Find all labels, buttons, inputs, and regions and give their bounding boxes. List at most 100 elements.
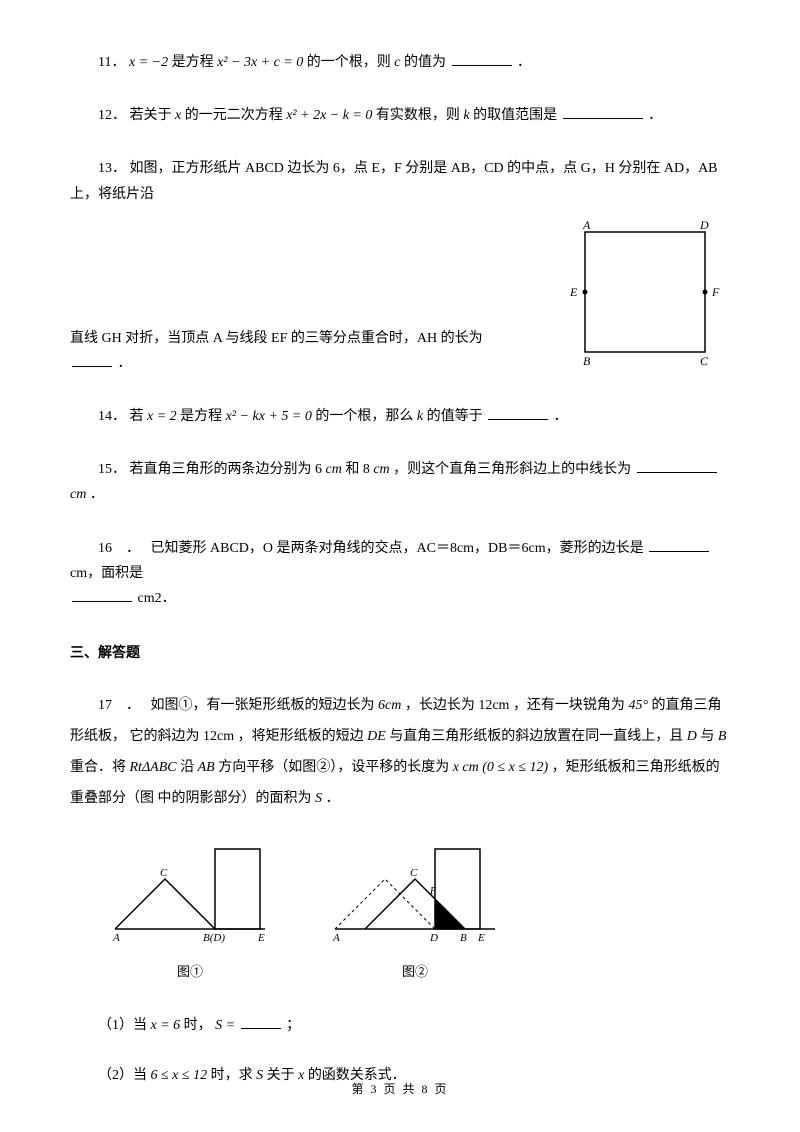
text: 与	[700, 729, 714, 744]
val-12cm: 12cm	[203, 729, 234, 744]
text: 有实数根，则	[376, 108, 460, 123]
q17-figures: A C B(D) E 图① A C F D B E 图②	[110, 844, 730, 983]
page-footer: 第 3 页 共 8 页	[0, 1080, 800, 1097]
label-E: E	[257, 932, 265, 944]
question-15: 15． 若直角三角形的两条边分别为 6 cm 和 8 cm ，则这个直角三角形斜…	[70, 457, 730, 507]
q12-var-x: x	[175, 108, 181, 123]
q-num: 14．	[98, 409, 126, 424]
text: 它的斜边为	[130, 729, 200, 744]
val-45deg: 45°	[628, 698, 648, 713]
q14-eq-left: x = 2	[147, 409, 177, 424]
question-17-1: （1）当 x = 6 时， S = ；	[70, 1013, 730, 1038]
section-heading-3: 三、解答题	[70, 641, 730, 666]
text: cm，面积是	[70, 566, 143, 581]
text: 若	[130, 409, 144, 424]
text: 与直角三角形纸板的斜边放置在同一直线上，且	[389, 729, 683, 744]
text: ，则这个直角三角形斜边上的中线长为	[393, 462, 631, 477]
answer-blank	[563, 104, 643, 119]
q13-top-text: 如图，正方形纸片 ABCD 边长为 6，点 E，F 分别是 AB，CD 的中点，…	[70, 161, 718, 201]
label-D: D	[699, 218, 709, 232]
var-B: B	[718, 729, 727, 744]
label-E: E	[569, 285, 578, 299]
text: cm2．	[138, 591, 176, 606]
question-11: 11． x = −2 是方程 x² − 3x + c = 0 的一个根，则 c …	[70, 50, 730, 75]
text: 若关于	[130, 108, 172, 123]
label-A: A	[582, 218, 591, 232]
text: 如图①，有一张矩形纸板的短边长为	[151, 698, 375, 713]
q-num: 15．	[98, 462, 126, 477]
text: ．	[326, 791, 340, 806]
q11-eq-left: x = −2	[129, 55, 168, 70]
label-C: C	[700, 354, 709, 367]
text: 方向平移（如图②），设平移的长度为	[218, 760, 449, 775]
figure-1: A C B(D) E 图①	[110, 844, 270, 983]
answer-blank	[452, 51, 512, 66]
q14-var-k: k	[417, 409, 423, 424]
text: 的取值范围是	[473, 108, 557, 123]
sub-label: （1）当	[98, 1018, 147, 1033]
label-BD: B(D)	[203, 932, 225, 944]
text: ．	[517, 55, 531, 70]
figure-2: A C F D B E 图②	[330, 844, 500, 983]
fig1-label: 图①	[110, 960, 270, 983]
label-A: A	[332, 932, 340, 944]
text: 若直角三角形的两条边分别为 6	[130, 462, 323, 477]
answer-blank	[488, 405, 548, 420]
label-F: F	[711, 285, 720, 299]
var-S: S	[315, 791, 322, 806]
label-A: A	[112, 932, 120, 944]
text: 的值为	[404, 55, 446, 70]
text: 已知菱形 ABCD，O 是两条对角线的交点，AC＝8cm，DB＝6cm，菱形的边…	[151, 541, 644, 556]
text: ，长边长为	[405, 698, 475, 713]
q13-bottom-text: 直线 GH 对折，当顶点 A 与线段 EF 的三等分点重合时，AH 的长为	[70, 331, 483, 346]
question-16: 16 ． 已知菱形 ABCD，O 是两条对角线的交点，AC＝8cm，DB＝6cm…	[70, 536, 730, 612]
text: 的一个根，那么	[315, 409, 413, 424]
text: 的值等于	[427, 409, 483, 424]
question-13: 13． 如图，正方形纸片 ABCD 边长为 6，点 E，F 分别是 AB，CD …	[70, 156, 730, 376]
q14-eq-right: x² − kx + 5 = 0	[226, 409, 312, 424]
var-DE: DE	[367, 729, 386, 744]
text: 的一个根，则	[307, 55, 391, 70]
text: ．	[90, 487, 104, 502]
q-num: 16 ．	[98, 541, 147, 556]
val-12cm: 12cm	[478, 698, 509, 713]
q12-eq: x² + 2x − k = 0	[286, 108, 372, 123]
rt-triangle: RtΔABC	[130, 760, 177, 775]
var-D: D	[687, 729, 697, 744]
expr-xcm: x cm (0 ≤ x ≤ 12)	[453, 760, 548, 775]
text: ．	[118, 356, 132, 371]
answer-blank	[637, 458, 717, 473]
text: ，还有一块锐角为	[513, 698, 625, 713]
val-6cm: 6cm	[378, 698, 401, 713]
q11-eq-right: x² − 3x + c = 0	[217, 55, 303, 70]
text: 重合．将	[70, 760, 126, 775]
label-C: C	[410, 867, 418, 879]
text: ；	[286, 1018, 300, 1033]
answer-blank	[649, 537, 709, 552]
answer-blank	[72, 587, 132, 602]
question-14: 14． 若 x = 2 是方程 x² − kx + 5 = 0 的一个根，那么 …	[70, 404, 730, 429]
answer-blank	[72, 352, 112, 367]
unit-cm: cm	[373, 462, 389, 477]
text: ．	[554, 409, 568, 424]
text: 是方程	[172, 55, 214, 70]
var-AB: AB	[198, 760, 215, 775]
unit-cm: cm	[70, 487, 86, 502]
text: 时，	[184, 1018, 212, 1033]
page-content: 11． x = −2 是方程 x² − 3x + c = 0 的一个根，则 c …	[0, 0, 800, 1088]
var-S-eq: S =	[215, 1018, 235, 1033]
q-num: 12．	[98, 108, 126, 123]
eq-x6: x = 6	[151, 1018, 181, 1033]
fig2-label: 图②	[330, 960, 500, 983]
label-D: D	[429, 932, 438, 944]
answer-blank	[241, 1014, 281, 1029]
text: 的一元二次方程	[185, 108, 283, 123]
q-num: 17 ．	[98, 698, 147, 713]
q-num: 13．	[98, 161, 126, 176]
text: ．	[648, 108, 662, 123]
q-num: 11．	[98, 55, 125, 70]
text: 沿	[180, 760, 194, 775]
label-C: C	[160, 867, 168, 879]
label-F: F	[429, 886, 437, 897]
question-17: 17 ． 如图①，有一张矩形纸板的短边长为 6cm ，长边长为 12cm ，还有…	[70, 691, 730, 814]
